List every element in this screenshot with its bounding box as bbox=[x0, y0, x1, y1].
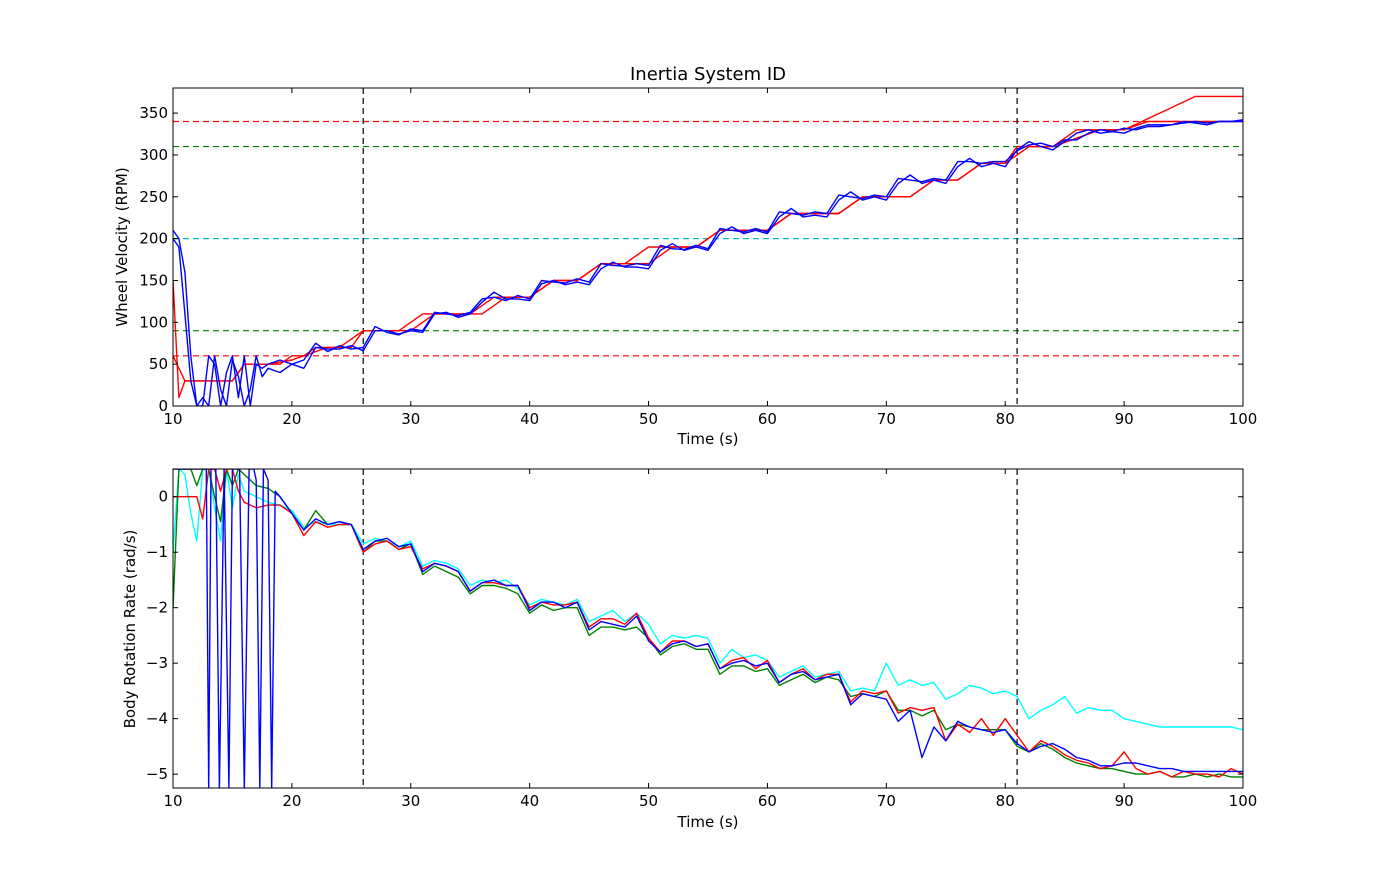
x-tick-label: 70 bbox=[877, 792, 896, 810]
x-tick-label: 20 bbox=[282, 410, 301, 428]
wheel-velocity-chart: 10 20 30 40 50 60 70 80 90 100 0 50 100 150 200 250 300 3… bbox=[113, 64, 1257, 448]
series-line-4 bbox=[173, 469, 1243, 788]
tick-group: 10 20 30 40 50 60 70 80 90 100 0 50 100 150 200 250 300 3… bbox=[139, 88, 1257, 428]
y-tick-label: 100 bbox=[139, 313, 168, 331]
series-line-1 bbox=[173, 469, 1243, 731]
plot-frame bbox=[172, 468, 1244, 789]
x-tick-label: 10 bbox=[163, 792, 182, 810]
y-tick-label: 300 bbox=[139, 146, 168, 164]
plot-frame bbox=[172, 87, 1244, 407]
series-line-4 bbox=[173, 119, 1243, 406]
y-tick-label: −4 bbox=[146, 710, 168, 728]
series-group bbox=[173, 95, 1243, 406]
y-tick-label: −2 bbox=[146, 599, 168, 617]
x-tick-label: 50 bbox=[639, 792, 658, 810]
y-tick-label: 0 bbox=[158, 397, 168, 415]
y-tick-label: 150 bbox=[139, 271, 168, 289]
y-tick-label: 350 bbox=[139, 104, 168, 122]
x-tick-label: 90 bbox=[1115, 792, 1134, 810]
y-tick-label: 250 bbox=[139, 188, 168, 206]
y-tick-label: −1 bbox=[146, 543, 168, 561]
x-tick-label: 100 bbox=[1229, 410, 1258, 428]
x-tick-label: 70 bbox=[877, 410, 896, 428]
x-tick-label: 40 bbox=[520, 410, 539, 428]
x-tick-label: 40 bbox=[520, 792, 539, 810]
x-tick-label: 100 bbox=[1229, 792, 1258, 810]
series-group bbox=[173, 469, 1243, 788]
x-tick-label: 60 bbox=[758, 410, 777, 428]
x-tick-label: 60 bbox=[758, 792, 777, 810]
x-tick-label: 90 bbox=[1115, 410, 1134, 428]
x-axis-label: Time (s) bbox=[677, 430, 739, 448]
plot-background bbox=[173, 469, 1243, 788]
x-tick-label: 20 bbox=[282, 792, 301, 810]
series-line-2 bbox=[173, 120, 1243, 382]
x-tick-label: 30 bbox=[401, 410, 420, 428]
series-line-3 bbox=[173, 120, 1243, 406]
y-tick-label: −5 bbox=[146, 765, 168, 783]
tick-group: 10 20 30 40 50 60 70 80 90 100 0 −1 −2 −3 −4 −5 bbox=[146, 469, 1257, 810]
y-tick-label: 0 bbox=[158, 488, 168, 506]
x-tick-label: 80 bbox=[996, 410, 1015, 428]
y-tick-label: −3 bbox=[146, 654, 168, 672]
chart-title: Inertia System ID bbox=[630, 64, 786, 85]
y-tick-label: 50 bbox=[149, 355, 168, 373]
y-tick-label: 200 bbox=[139, 230, 168, 248]
phase-vlines bbox=[362, 88, 1018, 406]
x-tick-label: 10 bbox=[163, 410, 182, 428]
x-axis-label: Time (s) bbox=[677, 813, 739, 831]
y-axis-label: Wheel Velocity (RPM) bbox=[113, 167, 131, 326]
x-tick-label: 50 bbox=[639, 410, 658, 428]
body-rotation-chart: 10 20 30 40 50 60 70 80 90 100 0 −1 −2 −3 −4 −5 Time (s… bbox=[121, 468, 1257, 831]
y-axis-label: Body Rotation Rate (rad/s) bbox=[121, 530, 139, 729]
x-tick-label: 80 bbox=[996, 792, 1015, 810]
x-tick-label: 30 bbox=[401, 792, 420, 810]
